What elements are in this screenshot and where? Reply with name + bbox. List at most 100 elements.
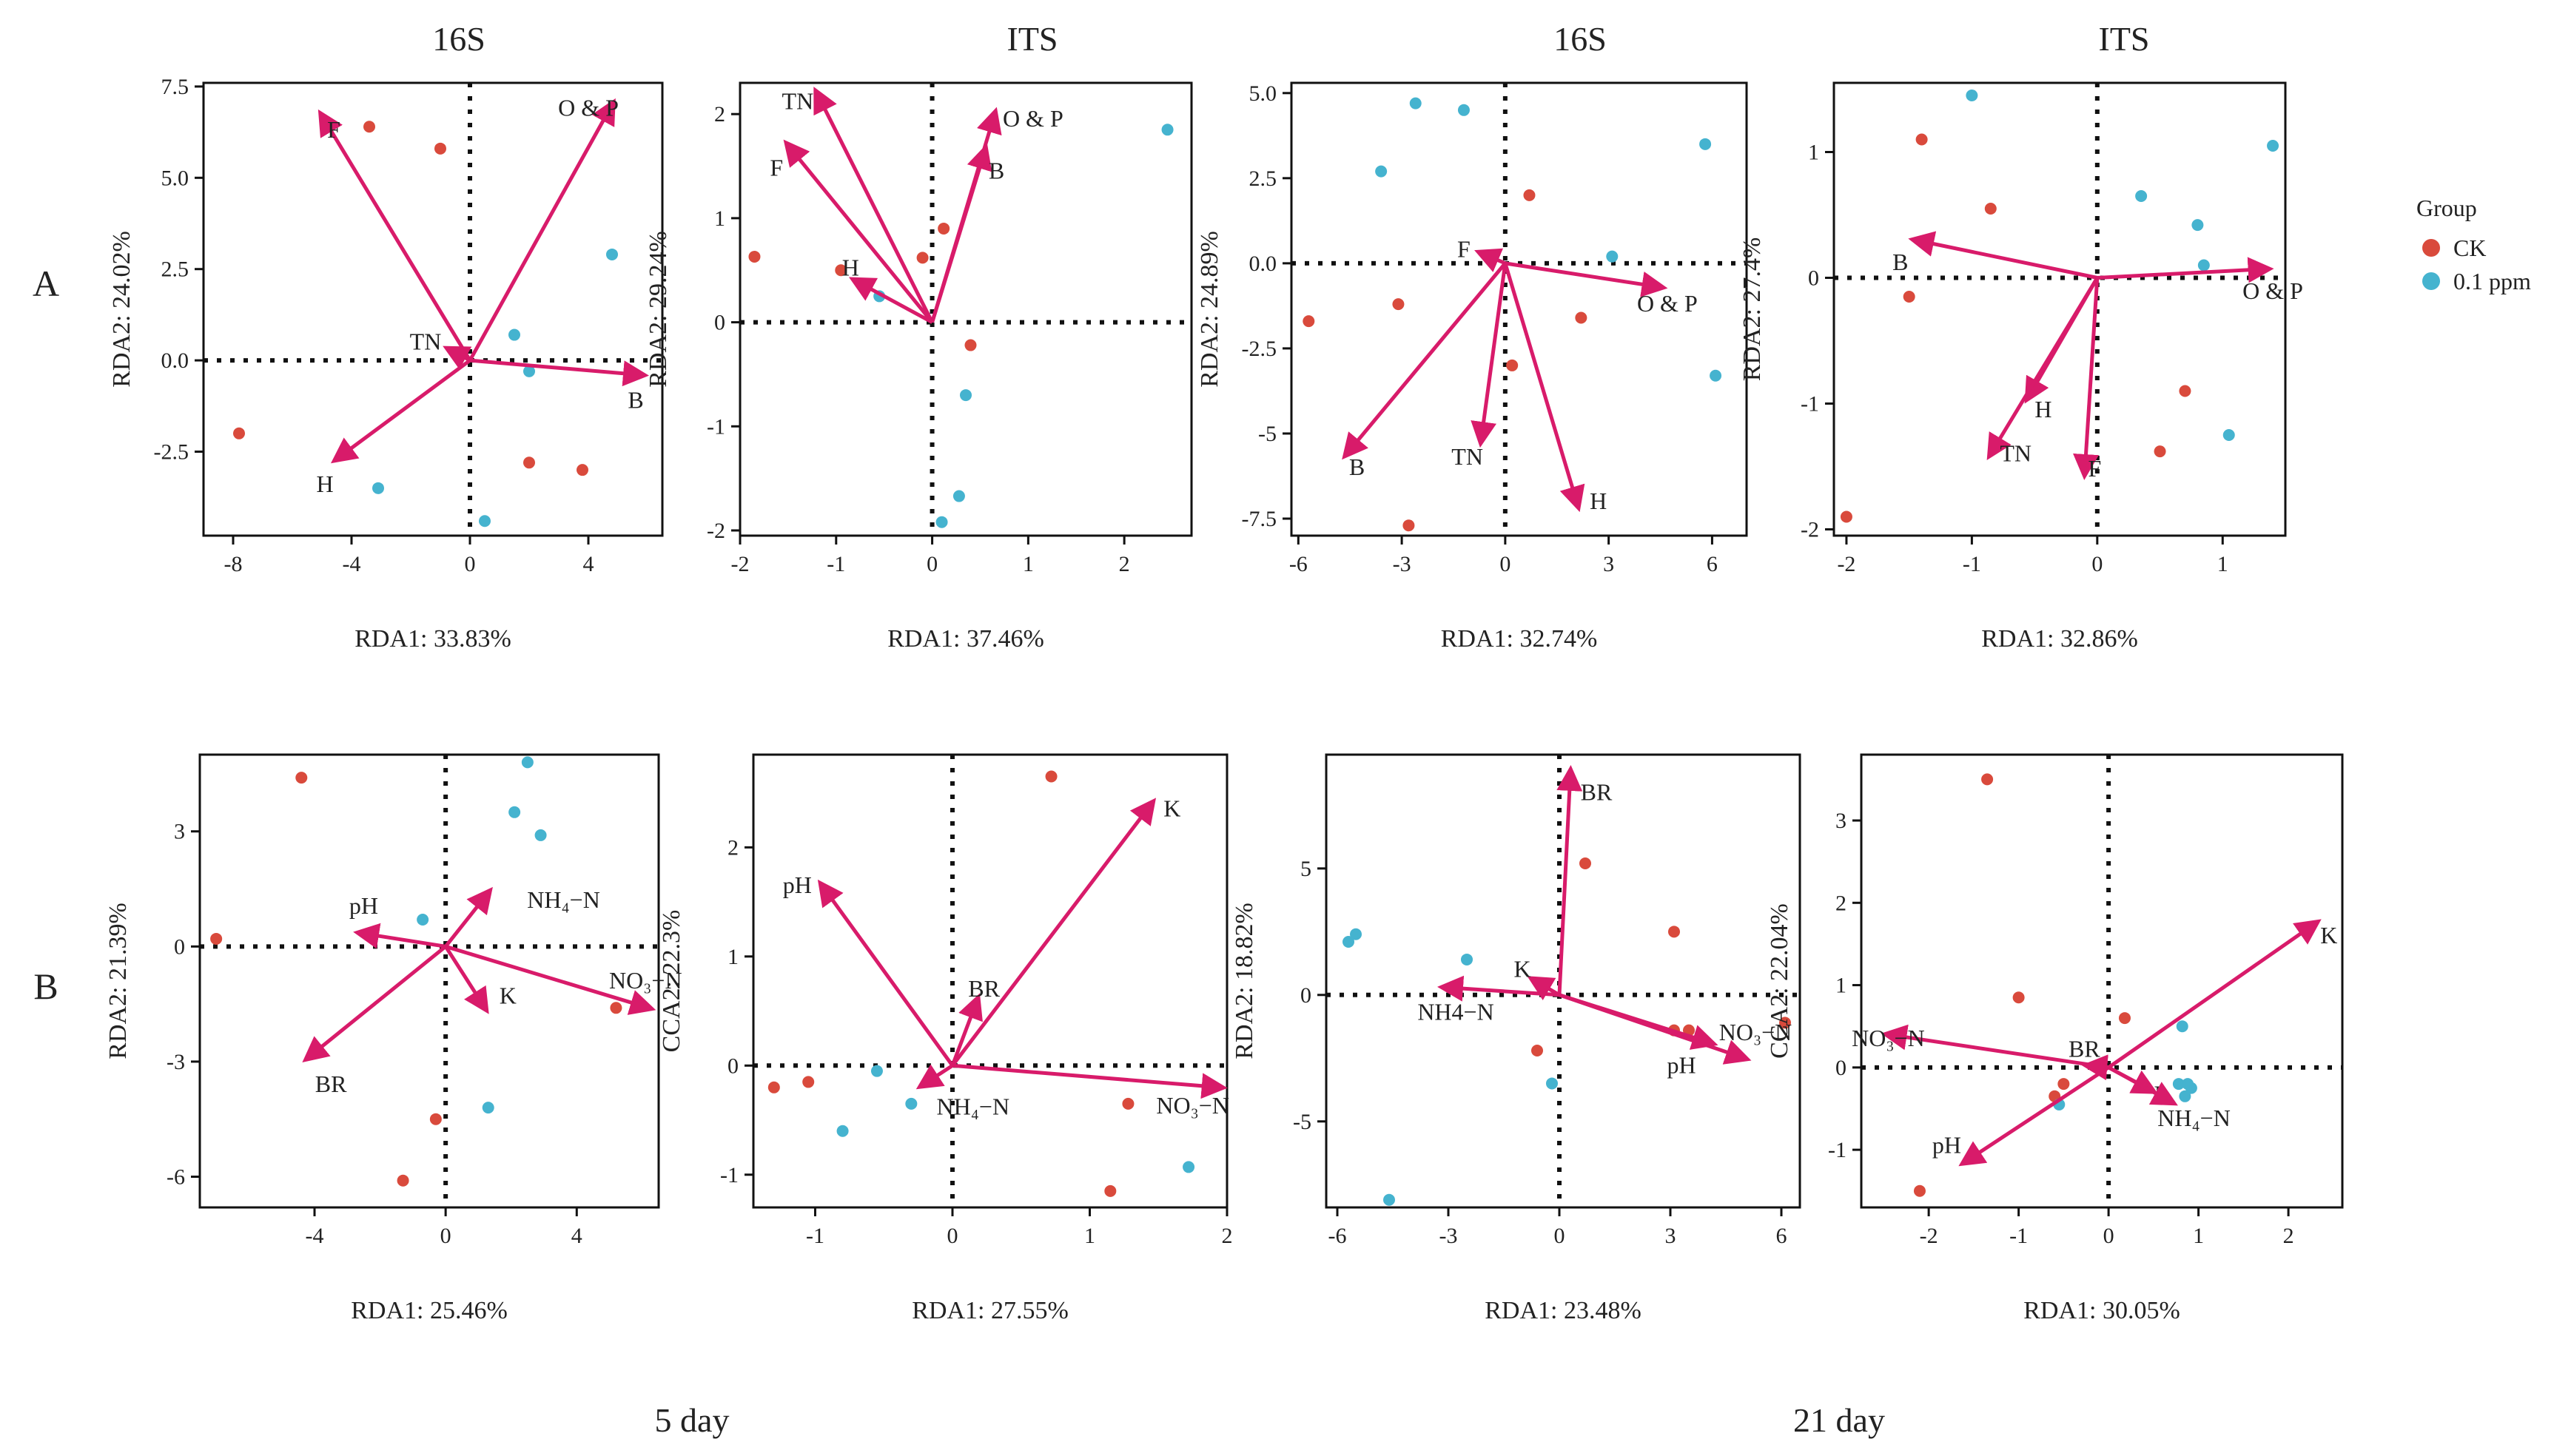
y-axis-label: CCA2: 22.04% xyxy=(1766,903,1793,1059)
y-tick-label: 0 xyxy=(1808,266,1819,291)
loading-arrow xyxy=(353,923,446,949)
y-axis-label: RDA2: 29.24% xyxy=(645,231,672,388)
arrow-label: F xyxy=(770,154,783,181)
y-axis-label: RDA2: 18.82% xyxy=(1231,903,1258,1059)
arrow-label: TN xyxy=(410,328,442,354)
x-tick-label: 0 xyxy=(465,552,476,576)
y-tick-label: -2 xyxy=(1801,518,1819,542)
arrow-label: K xyxy=(1513,956,1530,983)
x-tick-label: 2 xyxy=(1119,552,1130,576)
arrow-label: pH xyxy=(1932,1132,1961,1159)
arrow-label: TN xyxy=(1451,443,1483,470)
arrow-label: NO₃−N xyxy=(1852,1025,1925,1051)
arrow-label: H xyxy=(1590,488,1607,514)
loading-arrow xyxy=(468,98,616,362)
x-tick-label: 0 xyxy=(2103,1224,2114,1248)
data-point-ck xyxy=(767,1081,780,1093)
x-tick-label: -8 xyxy=(224,552,243,576)
y-tick-label: -2.5 xyxy=(154,439,189,464)
loading-arrow xyxy=(1986,277,2099,461)
loading-arrow xyxy=(1342,262,1507,460)
data-point-ck xyxy=(1402,519,1415,532)
y-tick-label: -2.5 xyxy=(1242,337,1277,361)
time-label-5-day: 5 day xyxy=(655,1401,730,1439)
y-tick-label: 1 xyxy=(1835,974,1846,998)
loading-arrow xyxy=(813,87,934,323)
x-tick-label: -2 xyxy=(731,552,750,576)
x-tick-label: -1 xyxy=(827,552,845,576)
arrow-label: NH₄−N xyxy=(937,1093,1010,1119)
arrow-label: B xyxy=(989,158,1004,184)
x-axis-label: RDA1: 25.46% xyxy=(351,1297,508,1324)
x-axis-label: RDA1: 32.74% xyxy=(1441,625,1598,653)
y-tick-label: 0 xyxy=(714,311,725,335)
y-tick-label: -2 xyxy=(707,519,725,543)
data-point-0.1ppm xyxy=(482,1102,494,1114)
loading-arrow xyxy=(445,944,656,1015)
data-point-ck xyxy=(748,250,761,263)
plot-frame xyxy=(739,81,1193,537)
data-point-ck xyxy=(2154,445,2166,458)
y-tick-label: -3 xyxy=(167,1050,185,1074)
arrow-label: BR xyxy=(1581,778,1613,805)
y-tick-label: 7.5 xyxy=(161,75,189,99)
y-axis-label: CCA2: 22.3% xyxy=(658,910,685,1053)
data-point-0.1ppm xyxy=(2185,1082,2197,1094)
data-point-0.1ppm xyxy=(836,1125,849,1137)
arrow-label: O & P xyxy=(1637,290,1698,317)
data-point-0.1ppm xyxy=(1183,1161,1195,1173)
y-tick-label: 0 xyxy=(1835,1056,1846,1080)
loading-arrow xyxy=(2107,919,2322,1069)
data-point-ck xyxy=(916,252,929,264)
data-point-0.1ppm xyxy=(905,1097,918,1110)
rda-panel-6: -1 0 1 2 -1 0 1 2 RDA1: 27.55% CCA2: 22.3% pH K BR NH… xyxy=(658,753,1233,1324)
x-tick-label: 0 xyxy=(440,1224,451,1248)
data-point-0.1ppm xyxy=(1461,953,1473,965)
rda-panel-7: -6 -3 0 3 6 -5 0 5 RDA1: 23.48% RDA2: 18.82% BR K NH… xyxy=(1231,753,1801,1324)
y-tick-label: 1 xyxy=(727,945,739,969)
loading-arrow xyxy=(1474,248,1506,272)
loading-arrow xyxy=(469,358,649,387)
data-point-0.1ppm xyxy=(534,829,547,841)
loading-arrow xyxy=(1437,975,1560,1002)
data-point-0.1ppm xyxy=(1966,90,1978,101)
data-point-0.1ppm xyxy=(2267,140,2279,152)
y-tick-label: 0 xyxy=(174,934,185,959)
arrow-label: B xyxy=(1349,454,1365,480)
x-tick-label: 0 xyxy=(1554,1224,1565,1248)
arrow-label: pH xyxy=(349,892,378,919)
loading-arrow xyxy=(817,879,955,1067)
data-point-ck xyxy=(1575,311,1587,324)
data-point-ck xyxy=(397,1174,409,1187)
y-tick-label: 3 xyxy=(174,820,185,844)
y-tick-label: 0.0 xyxy=(1249,252,1277,276)
y-tick-label: 5 xyxy=(1300,857,1311,881)
data-point-ck xyxy=(1913,1184,1926,1197)
x-tick-label: -1 xyxy=(806,1224,824,1248)
x-tick-label: 1 xyxy=(1023,552,1034,576)
y-tick-label: 2.5 xyxy=(1249,166,1277,191)
y-tick-label: 2 xyxy=(1835,891,1846,915)
arrow-label: K xyxy=(500,983,517,1009)
data-point-ck xyxy=(2057,1078,2070,1091)
loading-arrow xyxy=(2097,257,2274,283)
y-axis-label: RDA2: 24.89% xyxy=(1196,231,1223,388)
loading-arrow xyxy=(443,346,472,370)
data-point-ck xyxy=(1981,773,1994,786)
loading-arrow xyxy=(302,945,447,1063)
data-point-ck xyxy=(1668,926,1680,938)
y-tick-label: 1 xyxy=(714,206,725,231)
x-tick-label: 0 xyxy=(1499,552,1510,576)
loading-arrow xyxy=(783,139,934,324)
data-point-0.1ppm xyxy=(523,365,535,377)
time-label-21-day: 21 day xyxy=(1793,1401,1885,1439)
x-tick-label: 1 xyxy=(1084,1224,1095,1248)
y-tick-label: -7.5 xyxy=(1242,507,1277,531)
x-tick-label: -6 xyxy=(1289,552,1308,576)
data-point-0.1ppm xyxy=(1546,1077,1558,1090)
data-point-ck xyxy=(1392,298,1405,311)
data-point-0.1ppm xyxy=(1350,928,1362,940)
x-axis-label: RDA1: 32.86% xyxy=(1981,625,2138,653)
plot-frame xyxy=(1860,753,2344,1209)
y-tick-label: 5.0 xyxy=(161,166,189,190)
